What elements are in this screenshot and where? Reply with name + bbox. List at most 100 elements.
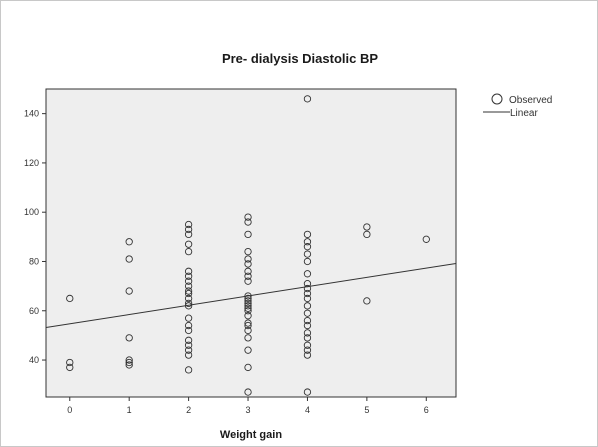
data-point bbox=[303, 243, 312, 251]
data-point bbox=[303, 309, 312, 317]
data-point bbox=[244, 304, 252, 312]
data-point bbox=[303, 289, 312, 298]
data-point bbox=[244, 326, 252, 335]
data-point bbox=[184, 220, 193, 229]
data-point bbox=[184, 336, 193, 344]
data-point bbox=[303, 230, 312, 239]
x-axis: 0 1 2 3 4 5 6 bbox=[67, 397, 429, 415]
data-point bbox=[303, 388, 312, 396]
data-point bbox=[184, 326, 193, 335]
data-point bbox=[244, 297, 252, 305]
data-point bbox=[244, 292, 252, 300]
x-tick-label: 3 bbox=[246, 405, 251, 415]
data-point bbox=[244, 299, 252, 308]
data-point bbox=[303, 321, 312, 330]
data-point bbox=[244, 247, 252, 256]
data-point bbox=[363, 223, 371, 231]
data-point bbox=[244, 255, 252, 263]
data-point bbox=[66, 363, 74, 372]
data-point bbox=[244, 302, 252, 310]
legend: Observed Linear bbox=[483, 93, 552, 119]
data-point bbox=[303, 270, 312, 278]
x-tick-label: 6 bbox=[424, 405, 429, 415]
data-point bbox=[244, 260, 252, 268]
data-point bbox=[303, 238, 312, 246]
data-point bbox=[244, 346, 252, 354]
data-point bbox=[303, 257, 312, 266]
data-point bbox=[184, 366, 193, 374]
y-tick-label: 80 bbox=[29, 256, 39, 266]
plot-area bbox=[45, 88, 457, 398]
data-point bbox=[184, 346, 193, 354]
data-point bbox=[125, 238, 133, 246]
data-point bbox=[244, 321, 252, 330]
data-point bbox=[184, 351, 193, 359]
data-point bbox=[244, 363, 252, 372]
data-point bbox=[66, 358, 74, 367]
data-point bbox=[184, 225, 193, 234]
data-point bbox=[184, 287, 193, 295]
data-point bbox=[125, 287, 133, 295]
data-point bbox=[303, 334, 312, 342]
x-axis-label: Weight gain bbox=[220, 429, 282, 441]
data-point bbox=[244, 319, 252, 327]
data-point bbox=[184, 302, 193, 310]
data-point bbox=[184, 240, 193, 248]
observed-points bbox=[66, 95, 430, 396]
data-point bbox=[184, 282, 193, 290]
data-point bbox=[303, 316, 312, 325]
data-point bbox=[184, 272, 193, 280]
legend-observed-label: Observed bbox=[509, 95, 552, 106]
data-point bbox=[303, 302, 312, 310]
x-tick-label: 5 bbox=[364, 405, 369, 415]
chart-title: Pre- dialysis Diastolic BP bbox=[222, 51, 378, 66]
legend-observed-marker bbox=[491, 93, 503, 105]
data-point bbox=[125, 334, 133, 342]
y-tick-label: 60 bbox=[29, 306, 39, 316]
data-point bbox=[125, 255, 133, 263]
data-point bbox=[422, 235, 430, 243]
y-tick-label: 120 bbox=[24, 158, 39, 168]
data-point bbox=[303, 329, 312, 337]
data-point bbox=[184, 341, 193, 349]
x-tick-label: 2 bbox=[186, 405, 191, 415]
y-tick-label: 40 bbox=[29, 355, 39, 365]
data-point bbox=[303, 294, 312, 303]
data-point bbox=[125, 361, 133, 369]
x-tick-label: 4 bbox=[305, 405, 310, 415]
data-point bbox=[363, 230, 371, 239]
data-point bbox=[184, 321, 193, 330]
y-axis: 40 60 80 100 120 140 bbox=[24, 109, 46, 365]
data-point bbox=[184, 230, 193, 239]
y-tick-label: 100 bbox=[24, 207, 39, 217]
data-point bbox=[303, 284, 312, 293]
data-point bbox=[303, 341, 312, 349]
data-point bbox=[66, 294, 74, 303]
data-point bbox=[244, 272, 252, 280]
data-point bbox=[303, 95, 312, 103]
data-point bbox=[184, 289, 193, 298]
data-point bbox=[184, 314, 193, 322]
data-point bbox=[125, 358, 133, 367]
data-point bbox=[244, 267, 252, 275]
data-point bbox=[244, 312, 252, 320]
data-point bbox=[184, 277, 193, 285]
legend-linear-label: Linear bbox=[510, 108, 538, 119]
data-point bbox=[303, 351, 312, 359]
data-point bbox=[184, 299, 193, 308]
data-point bbox=[303, 346, 312, 354]
data-point bbox=[303, 280, 312, 288]
data-point bbox=[125, 356, 133, 364]
data-point bbox=[244, 230, 252, 239]
data-point bbox=[244, 334, 252, 342]
data-point bbox=[244, 277, 252, 285]
data-point bbox=[303, 250, 312, 258]
data-point bbox=[244, 213, 252, 221]
x-tick-label: 1 bbox=[127, 405, 132, 415]
data-point bbox=[244, 218, 252, 226]
data-point bbox=[244, 388, 252, 396]
data-point bbox=[184, 267, 193, 275]
data-point bbox=[244, 307, 252, 315]
y-tick-label: 140 bbox=[24, 109, 39, 119]
data-point bbox=[244, 294, 252, 303]
